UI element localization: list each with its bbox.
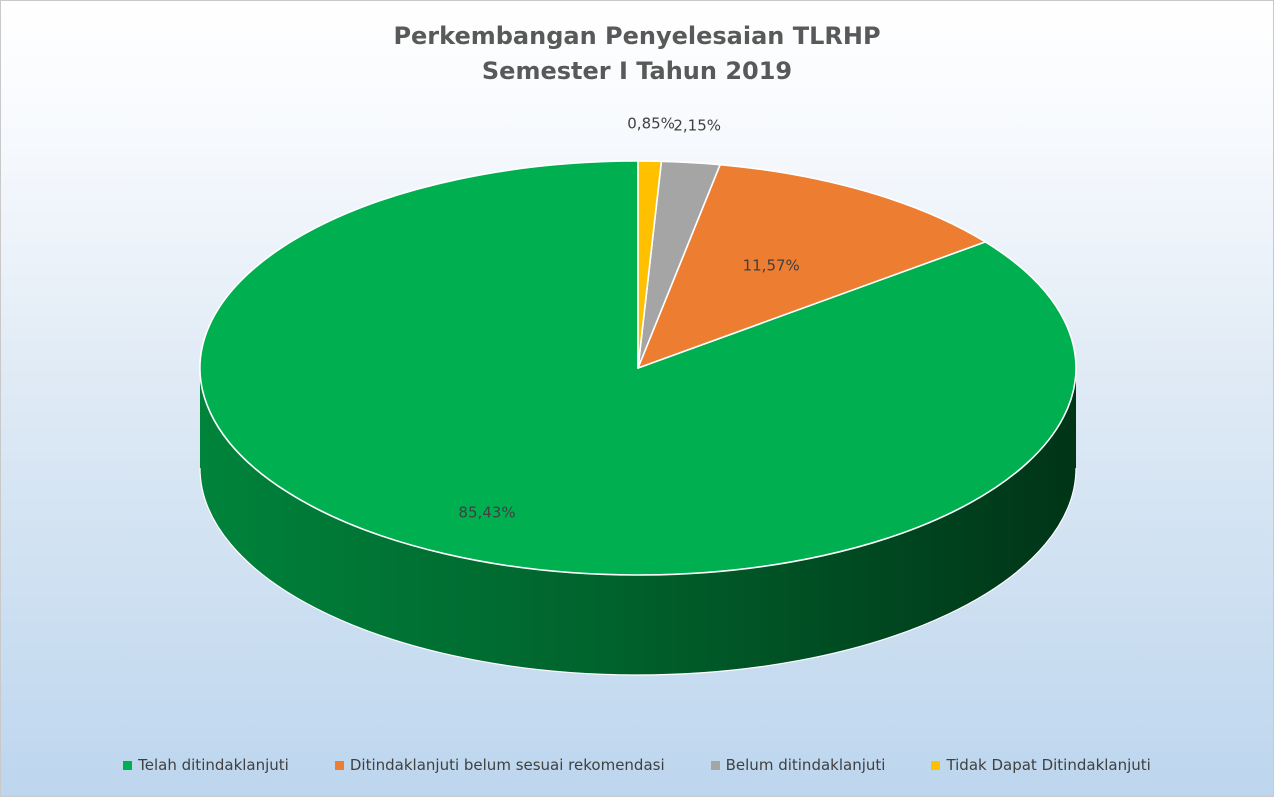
chart-title-line-2: Semester I Tahun 2019	[481, 57, 793, 85]
pie-label-layer: 85,43% 11,57% 2,15%0,85%	[458, 115, 799, 522]
pie-slice-1	[637, 163, 987, 369]
legend-item-telah: Telah ditindaklanjuti	[123, 753, 289, 777]
legend-swatch-yellow	[931, 760, 941, 770]
legend-swatch-gray	[710, 760, 720, 770]
legend-item-tidak-dapat: Tidak Dapat Ditindaklanjuti	[931, 753, 1151, 777]
pie-side-shade-0	[200, 368, 1076, 675]
chart-title: Perkembangan Penyelesaian TLRHP Semester…	[1, 19, 1273, 89]
pie-slice-3	[637, 160, 663, 369]
data-label-2: 2,15%	[673, 116, 721, 134]
legend-label-belum: Belum ditindaklanjuti	[725, 756, 886, 774]
data-label-1: 11,57%	[743, 256, 800, 274]
pie-top-layer	[199, 160, 1077, 576]
legend-label-tidak-dapat: Tidak Dapat Ditindaklanjuti	[946, 756, 1151, 774]
legend: Telah ditindaklanjuti Ditindaklanjuti be…	[1, 753, 1273, 777]
data-label-3: 0,85%	[627, 115, 675, 133]
data-label-0: 85,43%	[458, 503, 515, 521]
pie-bottom-rim	[199, 467, 1077, 676]
pie-side-layer	[199, 368, 1077, 676]
legend-item-belum: Belum ditindaklanjuti	[710, 753, 886, 777]
legend-label-telah: Telah ditindaklanjuti	[138, 756, 289, 774]
legend-item-belum-sesuai: Ditindaklanjuti belum sesuai rekomendasi	[334, 753, 665, 777]
legend-swatch-green	[123, 760, 133, 770]
legend-label-belum-sesuai: Ditindaklanjuti belum sesuai rekomendasi	[349, 756, 665, 774]
legend-swatch-orange	[334, 760, 344, 770]
chart-title-line-1: Perkembangan Penyelesaian TLRHP	[393, 22, 881, 50]
